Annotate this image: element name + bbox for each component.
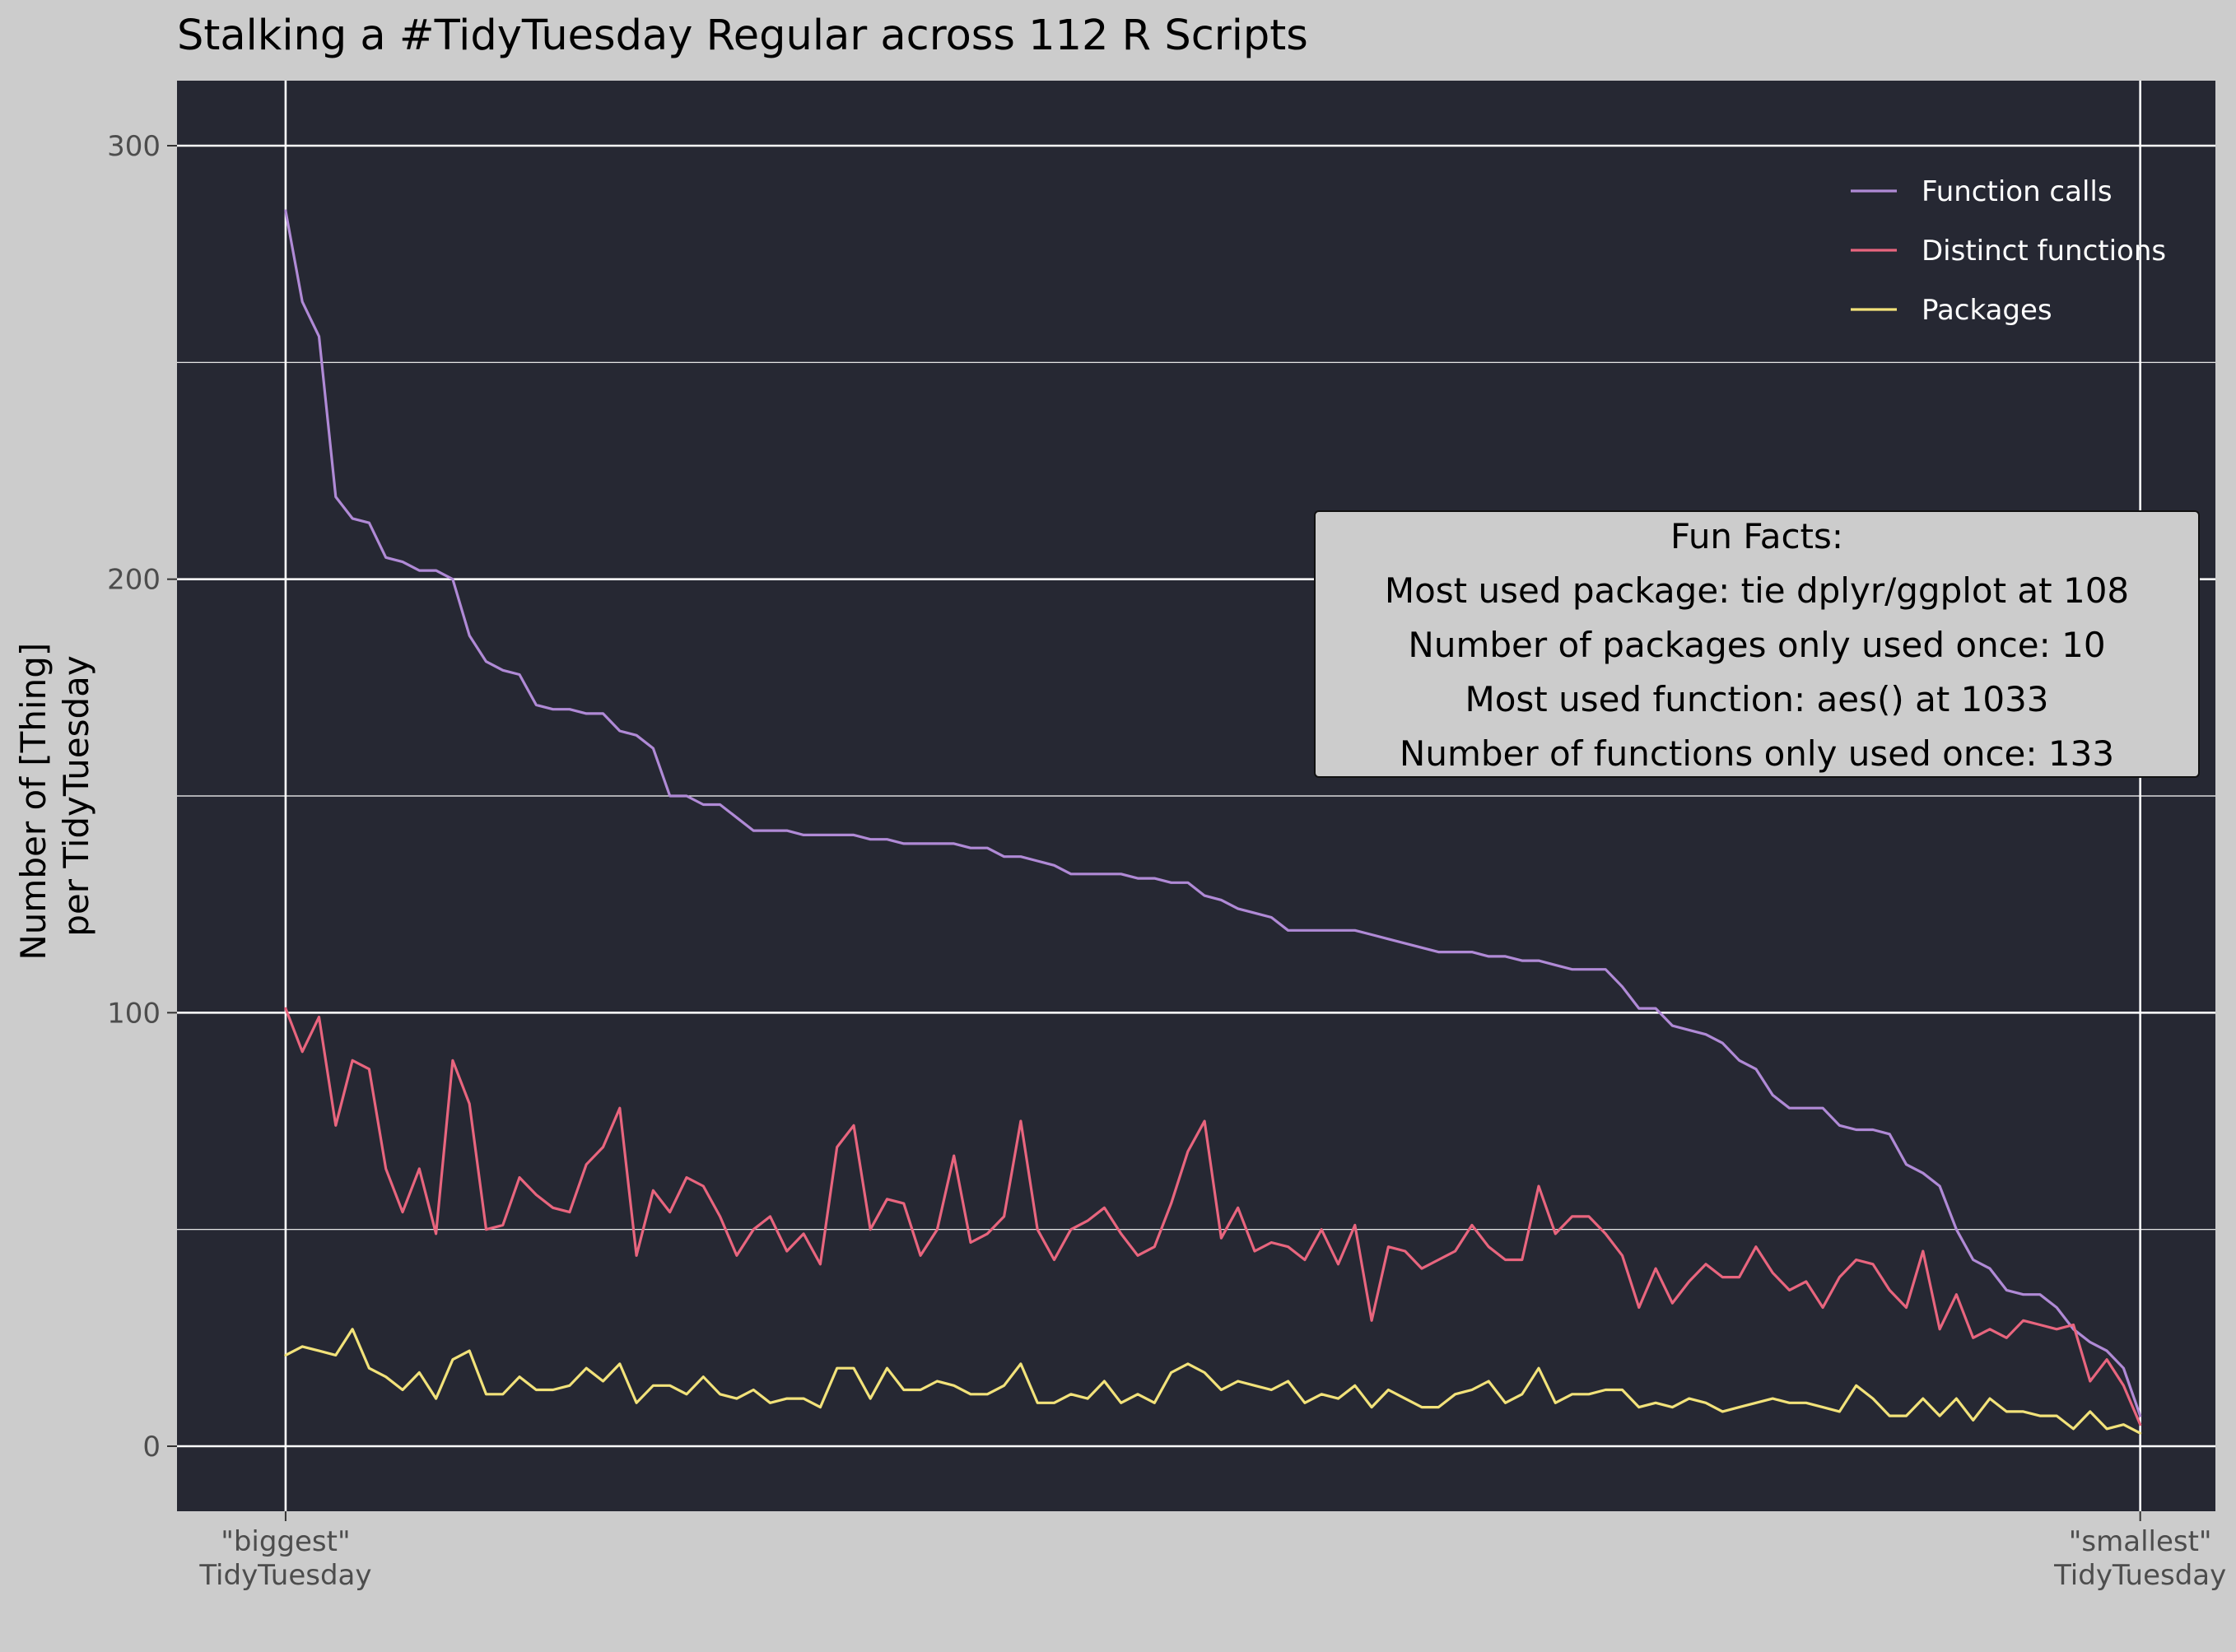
gridlines [177, 81, 2215, 1511]
fun-facts-heading: Fun Facts: [1670, 516, 1843, 556]
legend: Function calls Distinct functions Packages [1851, 175, 2166, 327]
fun-fact-functions-used-once: Number of functions only used once: 133 [1400, 733, 2114, 774]
x-tick-label: "smallest" TidyTuesday [2053, 1525, 2226, 1592]
y-tick-label: 200 [107, 564, 161, 597]
fun-facts-background [1314, 510, 2200, 778]
legend-label: Packages [1922, 294, 2052, 327]
y-tick-label: 0 [142, 1431, 161, 1464]
series-line-distinct-functions [284, 1007, 2142, 1426]
axes: Number of [Thing] per TidyTuesday 0 100 20… [13, 130, 2226, 1592]
y-tick-label: 100 [107, 997, 161, 1030]
chart-title: Stalking a #TidyTuesday Regular across 1… [177, 12, 1308, 60]
y-axis-title: Number of [Thing] per TidyTuesday [13, 631, 96, 960]
y-axis-title-line-1: Number of [Thing] [13, 643, 54, 961]
y-tick-label: 300 [107, 130, 161, 163]
series-line-function-calls [284, 209, 2142, 1417]
fun-facts-box: Fun Facts: Most used package: tie dplyr/… [1314, 510, 2200, 778]
fun-fact-most-used-function: Most used function: aes() at 1033 [1465, 679, 2048, 719]
fun-fact-packages-used-once: Number of packages only used once: 10 [1408, 625, 2105, 665]
legend-label: Function calls [1922, 175, 2113, 208]
series-lines [284, 209, 2142, 1435]
y-axis-title-line-2: per TidyTuesday [56, 655, 96, 937]
fun-fact-most-used-package: Most used package: tie dplyr/ggplot at 1… [1385, 570, 2129, 611]
legend-label: Distinct functions [1922, 235, 2166, 268]
series-line-packages [284, 1328, 2142, 1435]
x-tick-label: "biggest" TidyTuesday [198, 1525, 371, 1592]
